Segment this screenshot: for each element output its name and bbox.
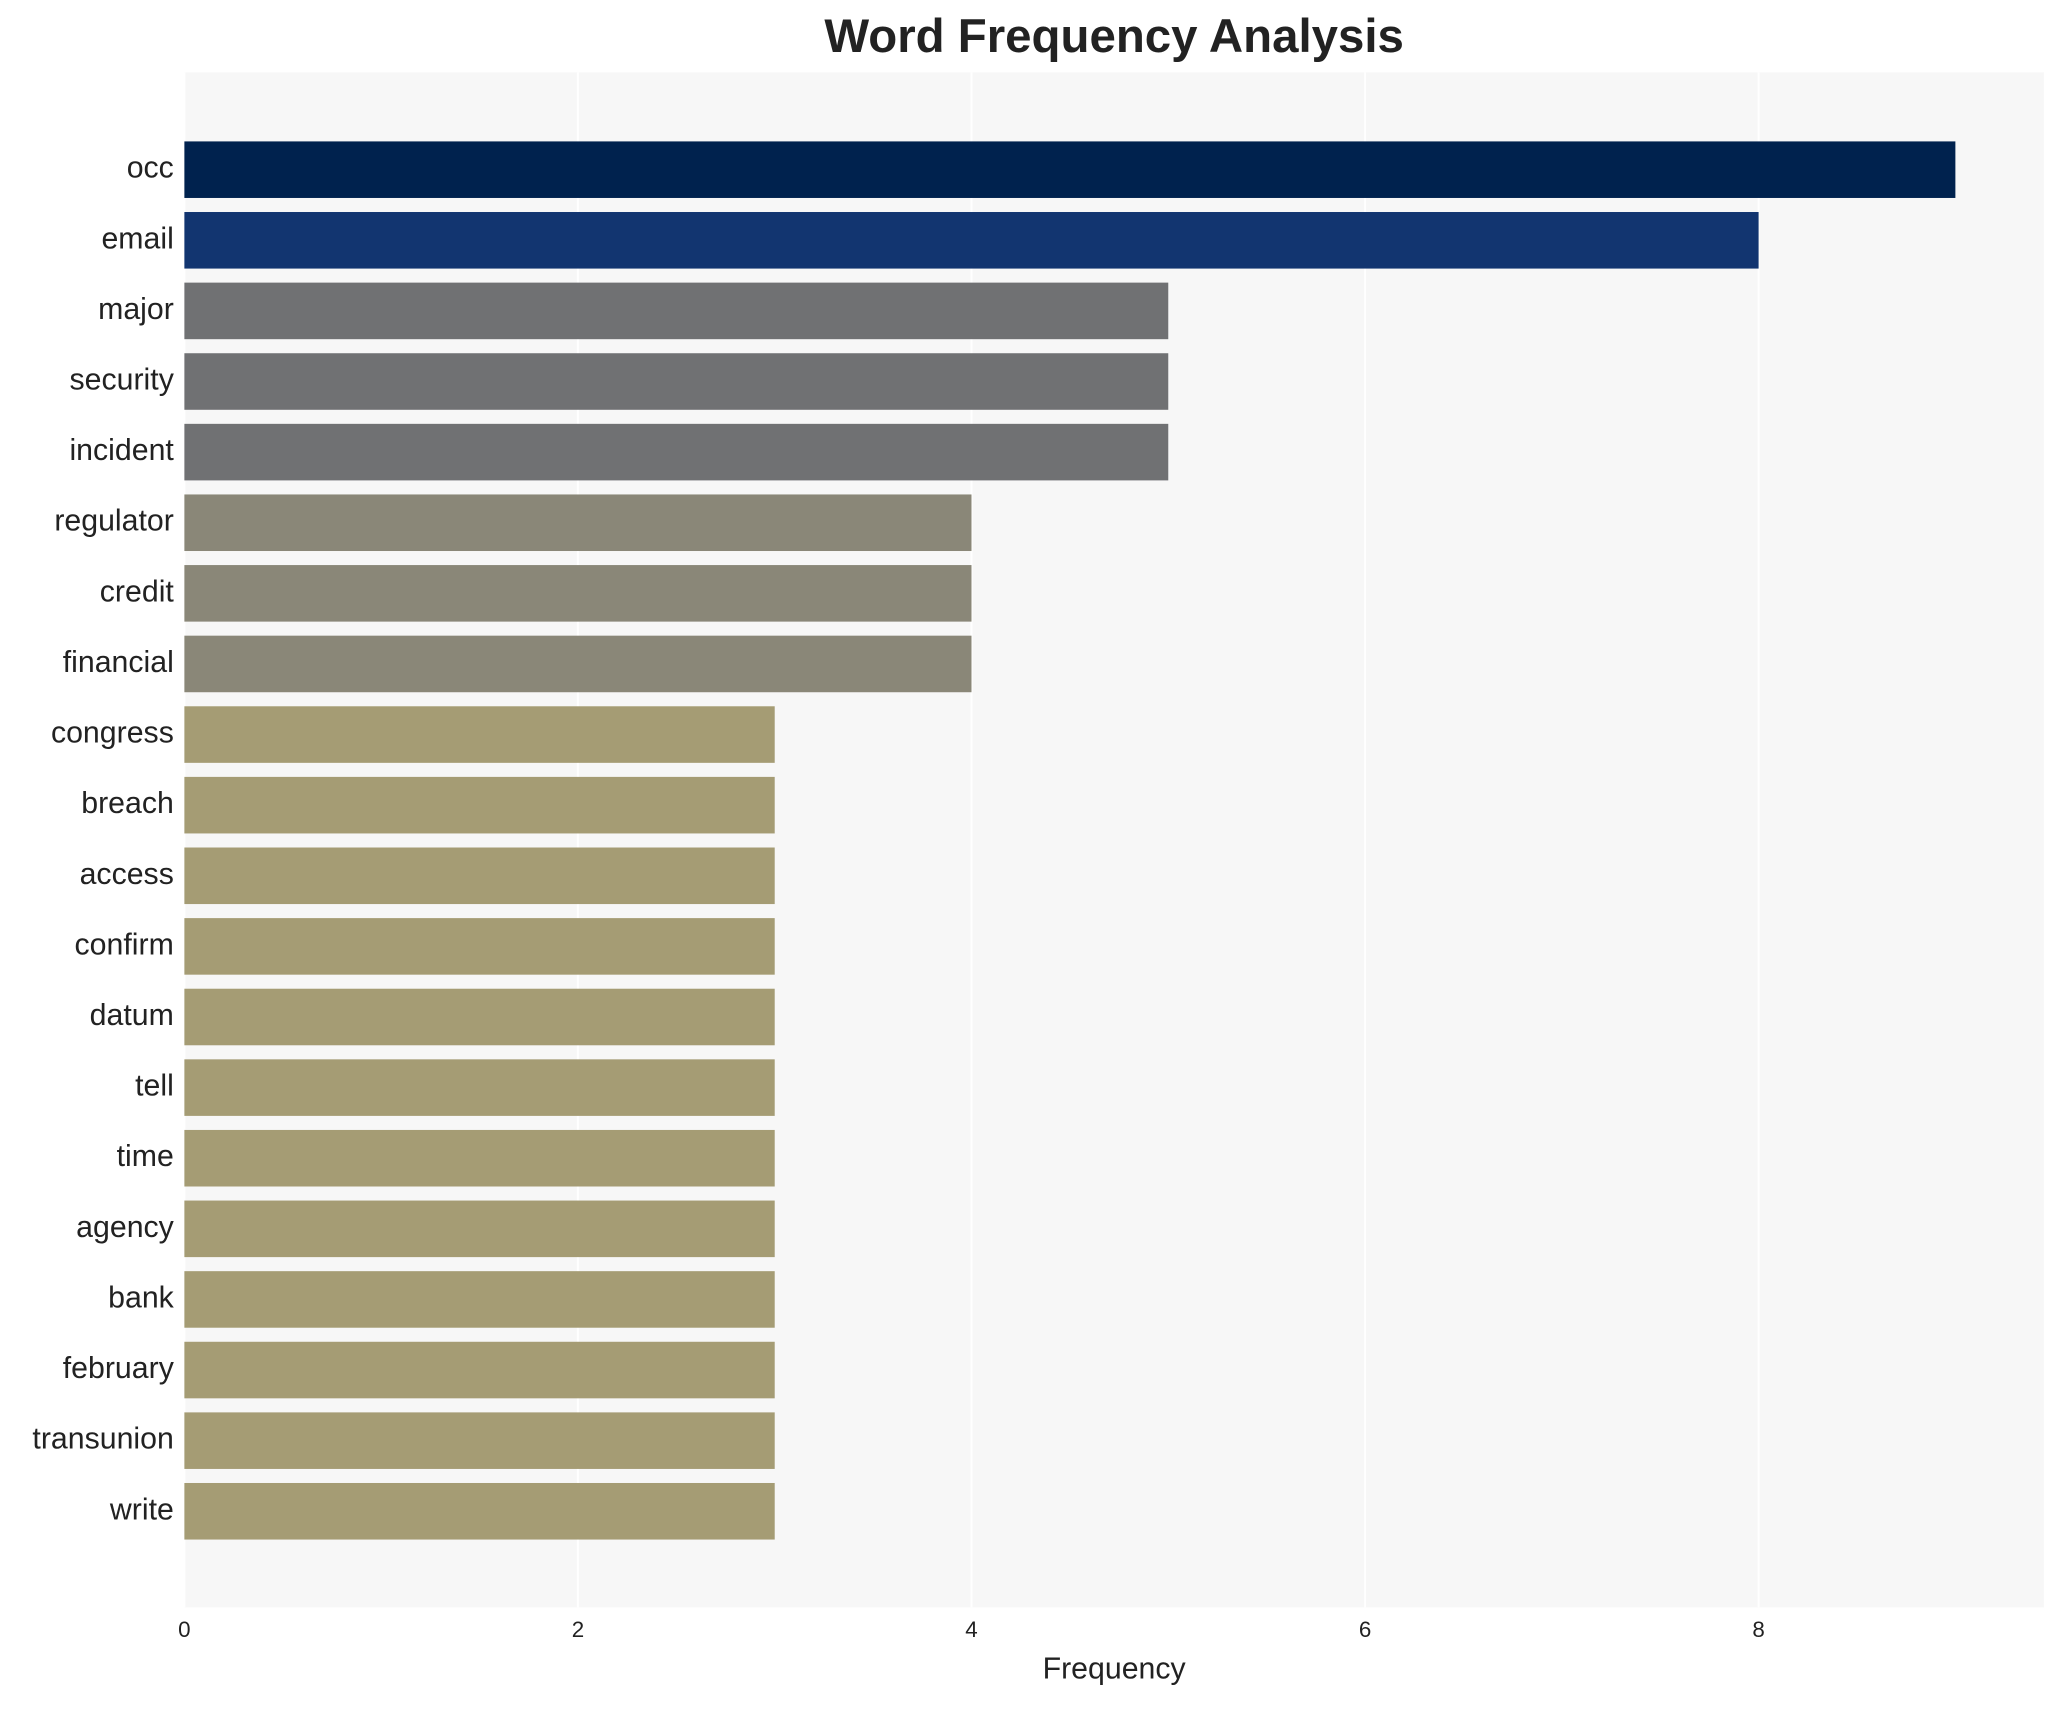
bar — [184, 776, 775, 834]
bar — [184, 1482, 775, 1540]
y-tick-label: datum — [90, 999, 174, 1032]
y-tick-label: security — [69, 364, 174, 397]
x-tick-label: 4 — [965, 1617, 977, 1642]
bar — [184, 141, 1956, 198]
y-tick-label: breach — [81, 787, 174, 820]
y-tick-label: financial — [63, 646, 174, 679]
bar — [184, 494, 972, 552]
x-tick-label: 0 — [178, 1617, 190, 1642]
y-tick-label: regulator — [54, 505, 174, 538]
y-tick-label: access — [80, 858, 174, 891]
bar — [184, 212, 1759, 269]
bar — [184, 635, 972, 693]
bar — [184, 918, 775, 975]
bar — [184, 1200, 775, 1258]
bar — [184, 988, 775, 1046]
y-tick-label: bank — [108, 1281, 175, 1314]
bar — [184, 353, 1169, 410]
bar — [184, 1341, 775, 1399]
y-tick-label: write — [109, 1493, 174, 1526]
x-tick-label: 6 — [1359, 1617, 1371, 1642]
y-tick-label: february — [63, 1352, 175, 1385]
x-tick-label: 8 — [1752, 1617, 1764, 1642]
y-tick-label: confirm — [75, 928, 174, 961]
x-tick-label: 2 — [572, 1617, 584, 1642]
y-tick-label: credit — [100, 575, 175, 608]
x-axis-label: Frequency — [1043, 1653, 1187, 1686]
bar — [184, 1129, 775, 1187]
y-tick-label: time — [117, 1140, 174, 1173]
chart-title: Word Frequency Analysis — [824, 10, 1404, 63]
y-tick-label: transunion — [32, 1423, 173, 1456]
y-tick-label: major — [98, 293, 174, 326]
bar — [184, 282, 1169, 340]
y-tick-label: email — [101, 222, 173, 255]
bar — [184, 565, 972, 622]
bar — [184, 423, 1169, 481]
bar — [184, 706, 775, 763]
y-tick-label: agency — [76, 1211, 175, 1244]
bar — [184, 1059, 775, 1116]
y-tick-label: tell — [135, 1070, 174, 1103]
bar — [184, 847, 775, 905]
bar — [184, 1271, 775, 1328]
y-tick-label: occ — [127, 152, 174, 185]
bar — [184, 1412, 775, 1469]
y-tick-label: congress — [51, 717, 174, 750]
y-tick-label: incident — [69, 434, 174, 467]
